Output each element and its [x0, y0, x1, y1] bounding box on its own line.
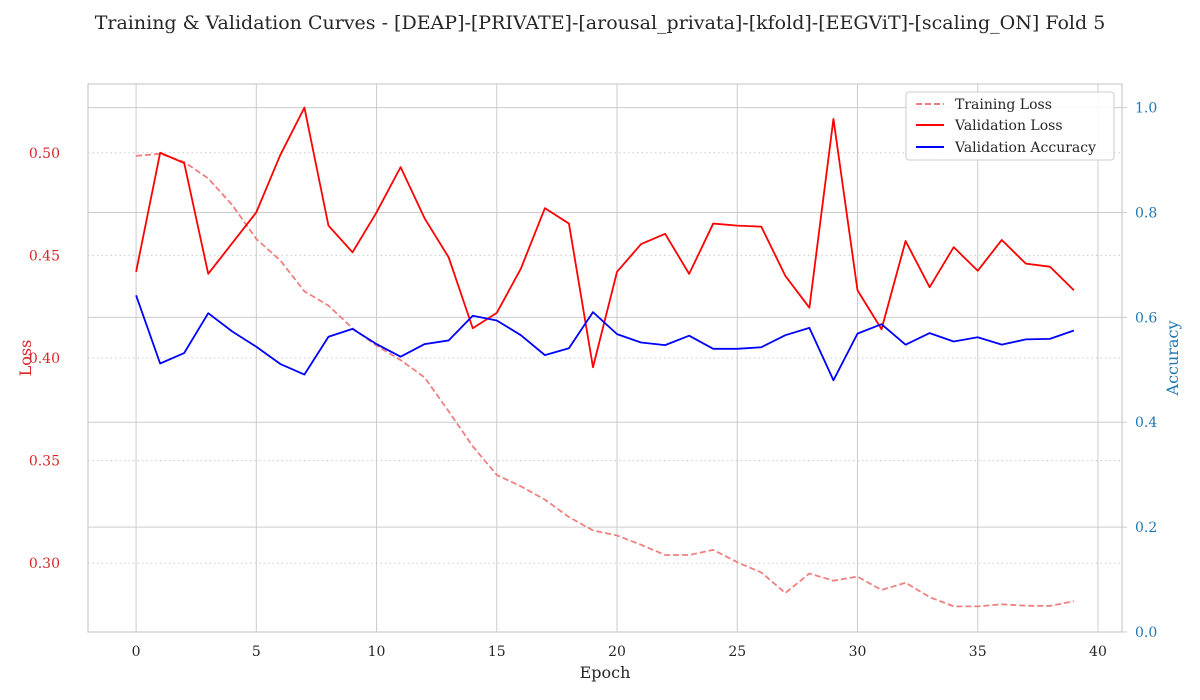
series-lines	[135, 106, 1075, 608]
right-y-tick-label: 0.2	[1135, 520, 1157, 536]
legend-label-validation-accuracy: Validation Accuracy	[954, 140, 1096, 156]
left-y-tick-label: 0.40	[29, 351, 60, 367]
right-y-tick-label: 1.0	[1135, 101, 1157, 117]
left-axis-gridlines	[88, 152, 1122, 564]
left-y-tick-label: 0.50	[29, 146, 60, 162]
right-y-tick-label: 0.4	[1135, 415, 1157, 431]
left-axis-label: Loss	[16, 340, 35, 377]
x-tick-label: 10	[368, 644, 386, 660]
right-y-tick-label: 0.8	[1135, 205, 1157, 221]
left-y-tick-label: 0.30	[29, 556, 60, 572]
x-tick-label: 35	[969, 644, 987, 660]
legend-label-validation-loss: Validation Loss	[954, 118, 1063, 134]
legend-label-training-loss: Training Loss	[955, 97, 1052, 113]
legend: Training Loss Validation Loss Validation…	[905, 91, 1115, 161]
right-y-tick-label: 0.0	[1135, 625, 1157, 641]
x-tick-label: 5	[252, 644, 261, 660]
x-tick-label: 0	[132, 644, 141, 660]
left-y-tick-label: 0.35	[29, 454, 60, 470]
x-tick-label: 40	[1089, 644, 1107, 660]
x-axis-label: Epoch	[580, 663, 631, 682]
right-axis-ticks: 0.0 0.2 0.4 0.6 0.8 1.0	[1122, 101, 1157, 641]
x-tick-label: 15	[488, 644, 506, 660]
right-y-tick-label: 0.6	[1135, 310, 1157, 326]
x-axis-ticks: 0 5 10 15 20 25 30 35 40	[132, 644, 1107, 660]
legend-box	[905, 91, 1115, 161]
x-axis-gridlines	[135, 84, 1099, 632]
right-axis-label: Accuracy	[1163, 321, 1182, 397]
series-line-validation-accuracy	[135, 295, 1075, 382]
x-tick-label: 30	[849, 644, 867, 660]
series-line-validation-loss	[135, 106, 1075, 369]
left-axis-ticks: 0.30 0.35 0.40 0.45 0.50	[29, 146, 60, 572]
left-y-tick-label: 0.45	[29, 248, 60, 264]
series-line-training-loss	[136, 152, 1075, 608]
x-tick-label: 20	[608, 644, 626, 660]
plot-frame	[87, 83, 1123, 633]
x-tick-label: 25	[728, 644, 746, 660]
chart-title: Training & Validation Curves - [DEAP]-[P…	[95, 12, 1106, 34]
